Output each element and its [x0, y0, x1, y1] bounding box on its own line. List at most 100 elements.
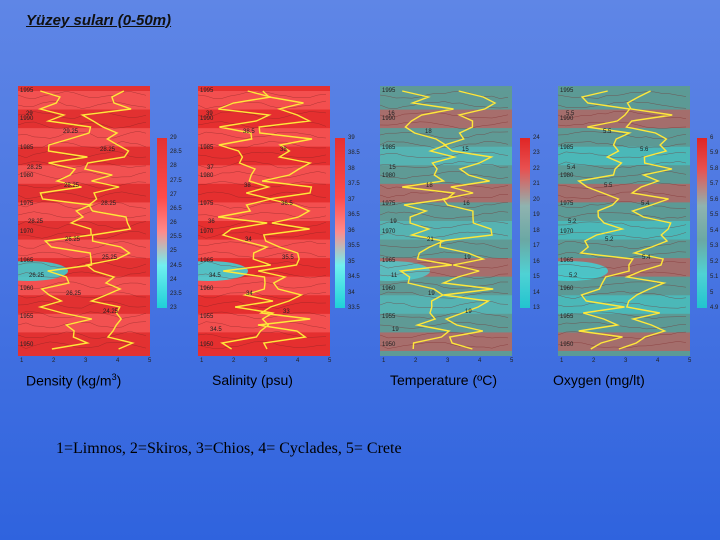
contour-band [18, 183, 150, 203]
station-tick-label: 4 [478, 358, 482, 364]
contour-line [380, 131, 509, 139]
year-tick-label: 1965 [560, 257, 574, 264]
contour-label: 21 [427, 237, 434, 243]
contour-band [18, 91, 150, 110]
contour-label: 19 [392, 327, 399, 333]
contour-line [18, 111, 147, 119]
year-tick-label: 1995 [200, 88, 214, 94]
contour-band [198, 221, 330, 240]
contour-line [18, 201, 147, 209]
colorbar-tick-label: 37.5 [348, 181, 360, 188]
contour-label: 38 [280, 147, 287, 153]
density-contour-svg [18, 86, 150, 356]
yellow-series-line [576, 90, 635, 350]
year-tick-label: 1995 [560, 88, 574, 94]
colorbar-tick-label: 6 [710, 135, 714, 141]
colorbar-tick-label: 23 [170, 305, 177, 311]
oxygen-panel: 5.5 5.5 5.6 5.4 5.5 5.4 5.2 5.2 5.4 5.2 1995 1990 19… [540, 86, 720, 364]
contour-line [558, 241, 686, 249]
slide-title: Yüzey suları (0-50m) [26, 12, 172, 29]
station-tick-label: 4 [296, 358, 300, 364]
contour-line [380, 342, 509, 349]
contour-label: 18 [425, 129, 432, 135]
contour-line [198, 251, 327, 258]
contour-line [198, 151, 327, 159]
contour-label: 11 [391, 273, 398, 279]
station-tick-label: 4 [656, 358, 660, 364]
contour-line [558, 221, 687, 229]
contour-line [558, 211, 687, 219]
yellow-series-line [618, 90, 673, 350]
contour-band [558, 332, 690, 351]
year-tick-label: 1955 [560, 314, 574, 321]
contour-band [558, 109, 690, 129]
contour-label: 19 [464, 255, 471, 261]
contour-line [380, 191, 508, 199]
year-tick-label: 1985 [20, 144, 34, 151]
contour-label: 16 [388, 111, 395, 117]
contour-label: 39 [206, 111, 213, 117]
year-tick-label: 1955 [20, 314, 34, 321]
year-tick-label: 1980 [20, 172, 34, 179]
cold-anomaly [558, 261, 608, 281]
cold-anomaly [198, 261, 248, 281]
contour-label: 15 [389, 165, 396, 171]
colorbar-tick-label: 26 [170, 220, 177, 226]
contour-label: 18 [426, 183, 433, 189]
yellow-series-line [257, 90, 313, 350]
contour-line [380, 261, 509, 269]
station-tick-label: 5 [328, 358, 332, 364]
temperature-colorbar: 24 23 22 21 20 19 18 17 16 15 14 13 [520, 135, 540, 311]
station-tick-label: 5 [148, 358, 152, 364]
contour-label: 28.25 [101, 201, 117, 207]
contour-line [18, 191, 147, 199]
contour-label: 26.25 [29, 273, 45, 279]
density-caption: Density (kg/m3) [26, 372, 121, 389]
contour-band [558, 146, 690, 166]
contour-line [18, 231, 147, 239]
colorbar-tick-label: 13 [533, 305, 540, 311]
contour-label: 36 [208, 219, 215, 225]
contour-band [18, 202, 150, 221]
contour-label: 35.5 [282, 255, 294, 261]
cold-anomaly [18, 261, 68, 281]
contour-line [380, 91, 509, 99]
colorbar-tick-label: 5.7 [710, 181, 719, 188]
contour-line [198, 240, 327, 249]
contour-label: 25.25 [102, 255, 118, 261]
contour-line [558, 171, 687, 180]
colorbar-tick-label: 19 [533, 212, 540, 219]
colorbar-tick-label: 37 [348, 196, 355, 203]
contour-line [558, 260, 687, 269]
contour-band [18, 128, 150, 147]
year-tick-label: 1975 [382, 201, 396, 208]
contour-band [18, 239, 150, 259]
contour-label: 38 [244, 183, 251, 189]
year-tick-label: 1960 [560, 285, 574, 292]
contour-line [198, 311, 327, 319]
density-caption-text: Density (kg/m [26, 372, 112, 389]
contour-label: 28.25 [64, 183, 80, 189]
year-tick-label: 1970 [382, 229, 396, 236]
contour-line [558, 161, 687, 169]
colorbar-tick-label: 5.2 [710, 258, 719, 265]
colorbar-tick-label: 24.5 [170, 262, 182, 269]
contour-line [18, 181, 147, 189]
year-tick-label: 1955 [382, 314, 396, 321]
contour-line [558, 201, 687, 209]
colorbar-tick-label: 26.5 [170, 205, 182, 212]
colorbar-tick-label: 5.4 [710, 227, 719, 234]
contour-label: 36.5 [281, 201, 293, 207]
temperature-caption: Temperature (ºC) [390, 372, 497, 388]
contour-line [380, 231, 509, 240]
salinity-panel: 39 38.5 38 37 38 36.5 36 34 35.5 34.5 34 33 34.5 1995… [180, 86, 360, 364]
colorbar-tick-label: 15 [533, 274, 540, 281]
contour-line [18, 91, 147, 100]
colorbar-tick-label: 4.9 [710, 305, 719, 311]
year-tick-label: 1965 [20, 257, 34, 264]
contour-line [558, 322, 687, 330]
year-tick-label: 1965 [382, 257, 396, 264]
colorbar-tick-label: 34 [348, 289, 355, 296]
yellow-series-line [80, 90, 135, 350]
contour-band [558, 183, 690, 203]
